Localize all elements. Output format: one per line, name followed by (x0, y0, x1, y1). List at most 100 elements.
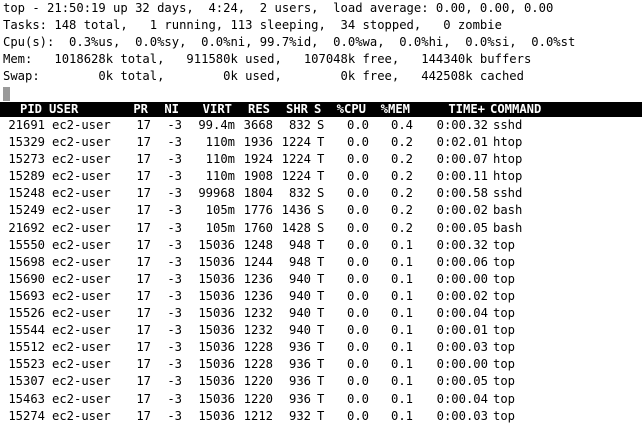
process-row[interactable]: 15463 ec2-user 17 -3 15036 1220 936 T 0.0 0.1 0:00… (3, 391, 642, 408)
process-row[interactable]: 15693 ec2-user 17 -3 15036 1236 940 T 0.0 0.1 0:00… (3, 288, 642, 305)
process-virt: 15036 (198, 374, 235, 389)
process-res: 1228 (243, 357, 273, 372)
process-user: ec2-user (52, 357, 111, 372)
column-header-res[interactable]: RES (247, 102, 270, 116)
column-header-user[interactable]: USER (49, 102, 79, 116)
process-nice: -3 (167, 135, 182, 150)
process-virt: 105m (205, 220, 235, 235)
column-header-time[interactable]: TIME+ (448, 102, 485, 116)
process-shr: 1428 (281, 220, 311, 235)
process-time: 0:00.02 (436, 203, 488, 218)
process-priority: 17 (136, 323, 151, 338)
process-state: T (317, 357, 325, 372)
process-nice: -3 (167, 306, 182, 321)
column-header-mem[interactable]: %MEM (380, 102, 410, 116)
process-user: ec2-user (52, 288, 111, 303)
process-shr: 936 (288, 391, 311, 406)
process-user: ec2-user (52, 254, 111, 269)
process-mem: 0.2 (390, 169, 413, 184)
process-row[interactable]: 15274 ec2-user 17 -3 15036 1212 932 T 0.0 0.1 0:00… (3, 408, 642, 425)
process-state: T (317, 135, 325, 150)
process-mem: 0.2 (390, 186, 413, 201)
process-cpu: 0.0 (346, 306, 369, 321)
process-nice: -3 (167, 340, 182, 355)
process-time: 0:00.04 (436, 306, 488, 321)
column-header-ni[interactable]: NI (164, 102, 179, 116)
process-nice: -3 (167, 254, 182, 269)
process-row[interactable]: 15248 ec2-user 17 -3 99968 1804 832 S 0.0 0.2 0:00… (3, 185, 642, 202)
process-virt: 15036 (198, 288, 235, 303)
process-pid: 15307 (8, 374, 45, 389)
process-table-header: PID USER PR NI VIRT RES SHR S %CPU %MEM … (0, 102, 642, 117)
process-user: ec2-user (52, 118, 111, 132)
process-command: top (493, 271, 516, 286)
process-cpu: 0.0 (346, 135, 369, 150)
process-command: top (493, 391, 516, 406)
process-cpu: 0.0 (346, 408, 369, 423)
process-state: T (317, 323, 325, 338)
process-time: 0:00.03 (436, 408, 488, 423)
process-res: 3668 (243, 118, 273, 132)
process-nice: -3 (167, 237, 182, 252)
process-row[interactable]: 15526 ec2-user 17 -3 15036 1232 940 T 0.0 0.1 0:00… (3, 305, 642, 322)
process-state: S (317, 220, 325, 235)
column-header-cpu[interactable]: %CPU (336, 102, 366, 116)
command-prompt-line[interactable] (3, 85, 642, 102)
process-cpu: 0.0 (346, 391, 369, 406)
process-time: 0:00.58 (436, 186, 488, 201)
process-command: sshd (493, 118, 523, 132)
process-state: S (317, 118, 325, 132)
process-pid: 15248 (8, 186, 45, 201)
process-virt: 15036 (198, 254, 235, 269)
process-res: 1236 (243, 271, 273, 286)
process-row[interactable]: 15523 ec2-user 17 -3 15036 1228 936 T 0.0 0.1 0:00… (3, 356, 642, 373)
process-shr: 1224 (281, 152, 311, 167)
process-row[interactable]: 15690 ec2-user 17 -3 15036 1236 940 T 0.0 0.1 0:00… (3, 271, 642, 288)
process-pid: 15289 (8, 169, 45, 184)
process-priority: 17 (136, 340, 151, 355)
process-priority: 17 (136, 306, 151, 321)
process-mem: 0.2 (390, 203, 413, 218)
process-cpu: 0.0 (346, 237, 369, 252)
process-nice: -3 (167, 357, 182, 372)
process-command: top (493, 357, 516, 372)
process-row[interactable]: 15307 ec2-user 17 -3 15036 1220 936 T 0.0 0.1 0:00… (3, 373, 642, 390)
process-cpu: 0.0 (346, 203, 369, 218)
process-row[interactable]: 15512 ec2-user 17 -3 15036 1228 936 T 0.0 0.1 0:00… (3, 339, 642, 356)
process-time: 0:00.05 (436, 220, 488, 235)
column-header-pid[interactable]: PID (19, 102, 42, 116)
column-header-shr[interactable]: SHR (285, 102, 308, 116)
column-header-pr[interactable]: PR (133, 102, 148, 116)
process-row[interactable]: 15544 ec2-user 17 -3 15036 1232 940 T 0.0 0.1 0:00… (3, 322, 642, 339)
process-time: 0:00.02 (436, 288, 488, 303)
process-res: 1220 (243, 374, 273, 389)
process-pid: 15690 (8, 271, 45, 286)
process-nice: -3 (167, 203, 182, 218)
column-header-command[interactable]: COMMAND (490, 102, 542, 116)
column-header-state[interactable]: S (314, 102, 322, 116)
process-row[interactable]: 21691 ec2-user 17 -3 99.4m 3668 832 S 0.0 0.4 0:00… (3, 117, 642, 134)
process-row[interactable]: 15698 ec2-user 17 -3 15036 1244 948 T 0.0 0.1 0:00… (3, 254, 642, 271)
process-nice: -3 (167, 408, 182, 423)
process-cpu: 0.0 (346, 169, 369, 184)
process-shr: 948 (288, 237, 311, 252)
process-cpu: 0.0 (346, 271, 369, 286)
process-nice: -3 (167, 169, 182, 184)
process-row[interactable]: 15329 ec2-user 17 -3 110m 1936 1224 T 0.0 0.2 0:02… (3, 134, 642, 151)
process-row[interactable]: 21692 ec2-user 17 -3 105m 1760 1428 S 0.0 0.2 0:00… (3, 220, 642, 237)
column-header-virt[interactable]: VIRT (202, 102, 232, 116)
process-row[interactable]: 15289 ec2-user 17 -3 110m 1908 1224 T 0.0 0.2 0:00… (3, 168, 642, 185)
process-row[interactable]: 15273 ec2-user 17 -3 110m 1924 1224 T 0.0 0.2 0:00… (3, 151, 642, 168)
process-shr: 1224 (281, 135, 311, 150)
process-shr: 940 (288, 288, 311, 303)
process-row[interactable]: 15249 ec2-user 17 -3 105m 1776 1436 S 0.0 0.2 0:00… (3, 202, 642, 219)
process-nice: -3 (167, 288, 182, 303)
process-priority: 17 (136, 152, 151, 167)
process-list: 21691 ec2-user 17 -3 99.4m 3668 832 S 0.0 0.4 0:00… (3, 117, 642, 425)
process-command: htop (493, 169, 523, 184)
process-user: ec2-user (52, 237, 111, 252)
process-res: 1212 (243, 408, 273, 423)
process-row[interactable]: 15550 ec2-user 17 -3 15036 1248 948 T 0.0 0.1 0:00… (3, 237, 642, 254)
process-res: 1760 (243, 220, 273, 235)
